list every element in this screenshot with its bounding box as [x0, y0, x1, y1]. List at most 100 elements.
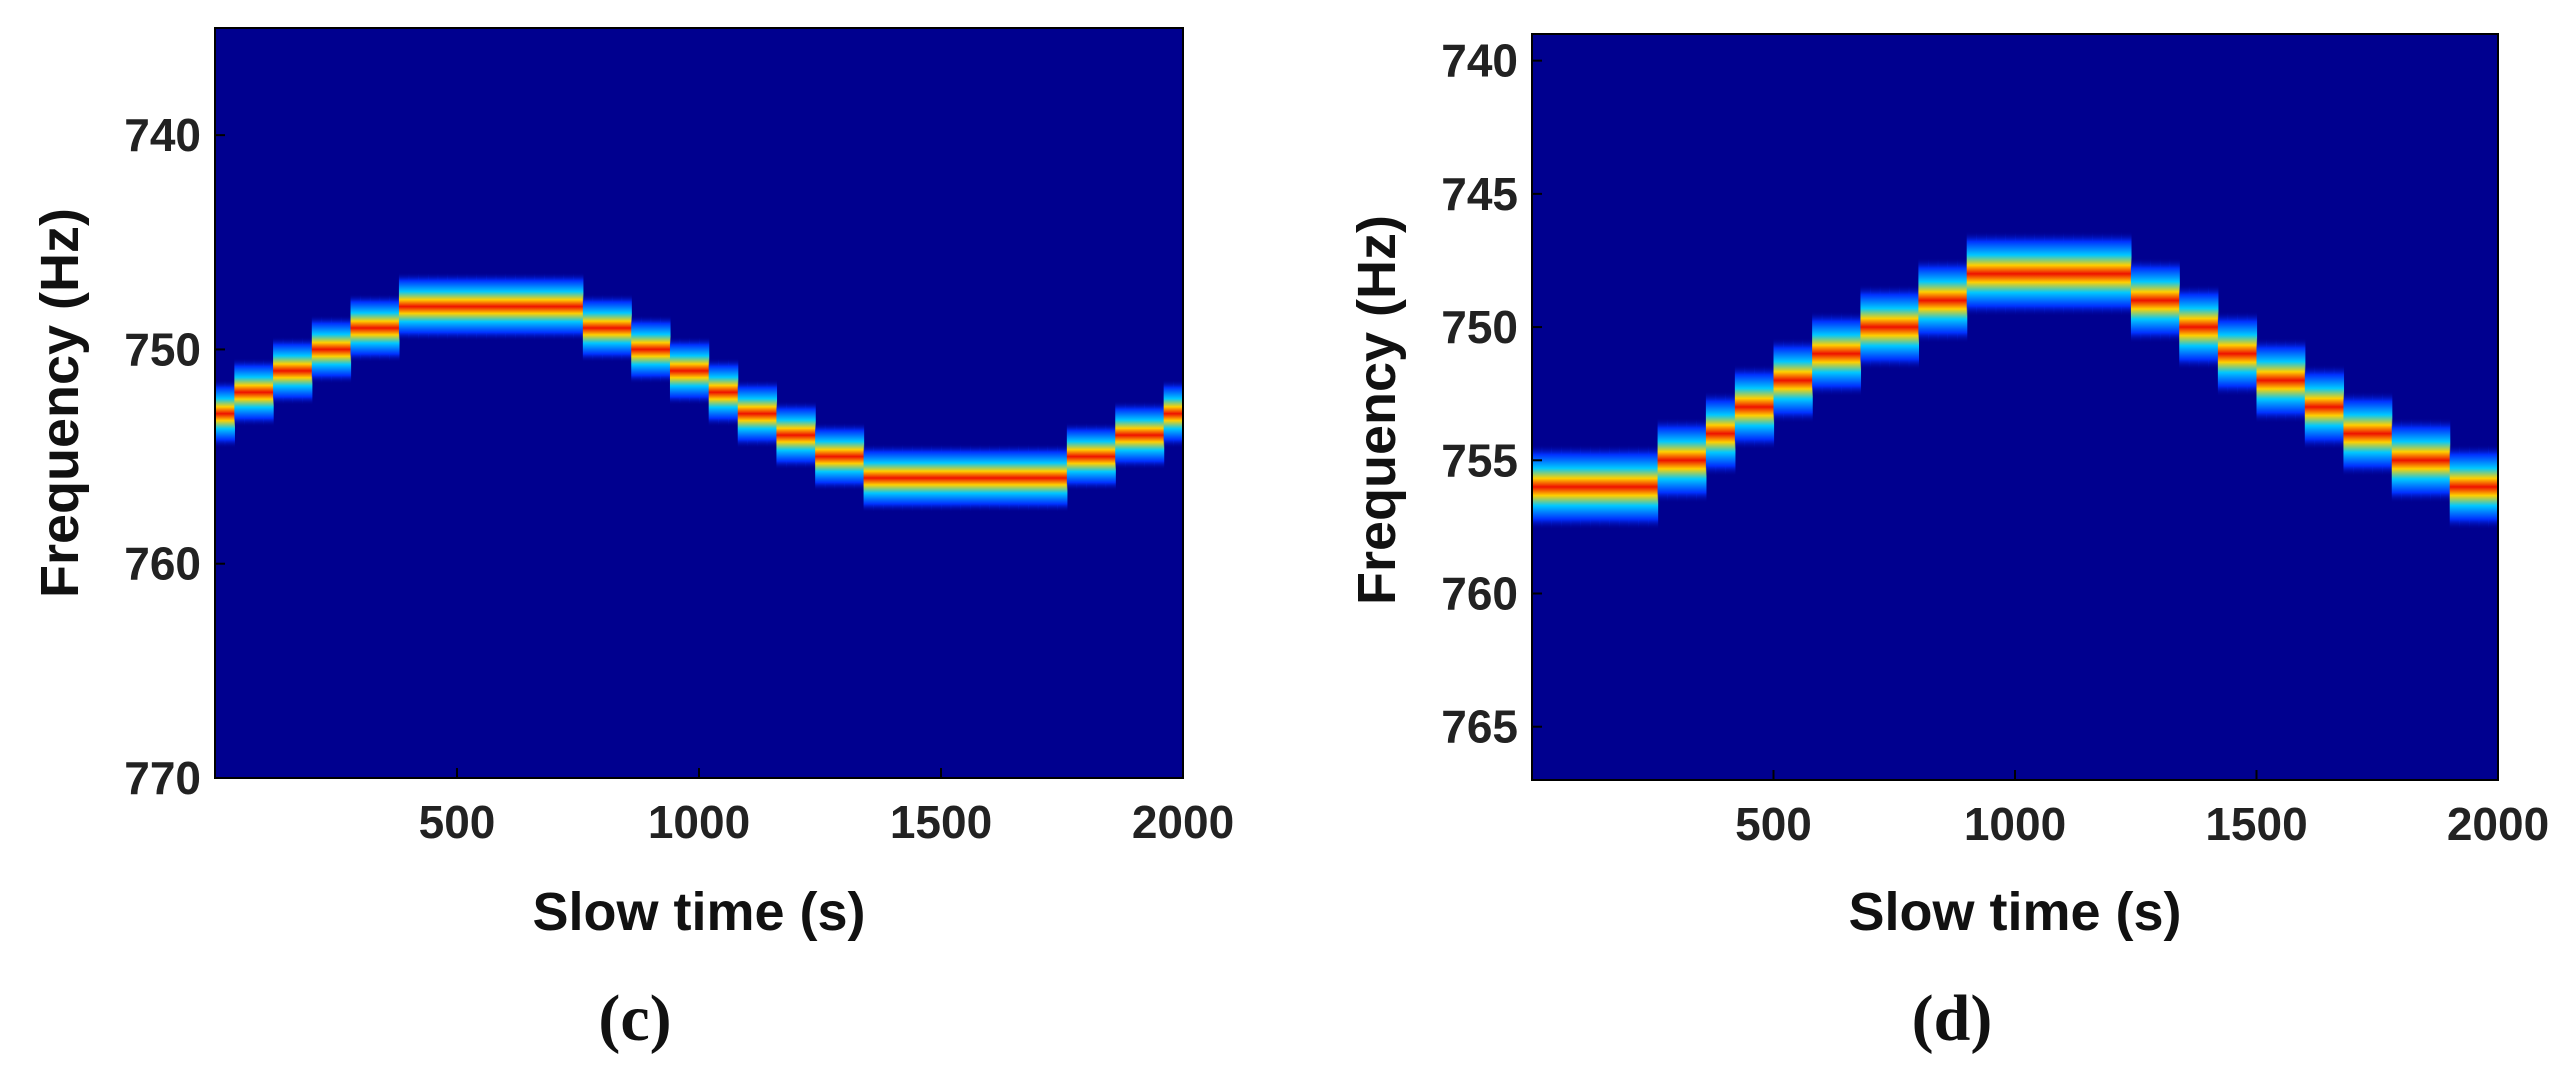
- panel-c-ridge-segment: [882, 443, 894, 513]
- panel-c-ridge-segment: [1066, 422, 1078, 491]
- panel-d-ridge-segment: [1734, 364, 1746, 450]
- panel-c-caption: (c): [598, 982, 671, 1055]
- panel-d-ridge-segment: [2275, 337, 2287, 423]
- panel-c-ridge-segment: [582, 293, 594, 363]
- panel-c-ridge-segment: [892, 443, 903, 513]
- panel-d-ridge-segment: [2121, 231, 2132, 317]
- panel-c-ridge-segment: [1134, 400, 1145, 470]
- panel-d-ridge-segment: [1986, 231, 1997, 317]
- panel-d-ridge-segment: [1589, 444, 1601, 530]
- panel-d-ytick-label: 755: [1441, 434, 1518, 486]
- panel-c-ridge-segment: [679, 336, 690, 406]
- panel-c-ridge-segment: [321, 315, 332, 384]
- panel-c-ytick-label: 740: [124, 109, 201, 161]
- panel-c-ridge-segment: [457, 272, 468, 341]
- panel-c-ridge-segment: [834, 422, 845, 491]
- panel-c-ridge-segment: [650, 315, 661, 384]
- panel-d-ridge-segment: [2488, 444, 2498, 530]
- panel-d-ridge-segment: [1657, 417, 1668, 503]
- panel-c-xtick-label: 1000: [648, 796, 750, 848]
- panel-c-ylabel: Frequency (Hz): [30, 208, 90, 598]
- panel-c-ridge-segment: [824, 422, 836, 491]
- panel-c-ridge-segment: [873, 443, 884, 513]
- panel-d-ridge-segment: [2266, 337, 2277, 423]
- panel-d-ridge-segment: [1860, 284, 1871, 370]
- panel-c-y-ticks: 740 750 760 770: [124, 109, 225, 804]
- panel-d-ridge-segment: [1609, 444, 1620, 530]
- panel-c-ridge-segment: [544, 272, 555, 341]
- panel-c-ridge-segment: [408, 272, 419, 341]
- panel-d-ridge-segment: [1686, 417, 1697, 503]
- panel-c-ridge-segment: [253, 358, 264, 427]
- panel-d-ytick-label: 765: [1441, 701, 1518, 753]
- panel-d-ridge-segment: [1995, 231, 2006, 317]
- panel-c-ridge-segment: [757, 379, 768, 448]
- panel-c-ridge-segment: [1144, 400, 1155, 470]
- panel-d-ridge-segment: [2304, 364, 2316, 450]
- panel-c-ridge-segment: [524, 272, 536, 341]
- panel-c-ridge-segment: [1124, 400, 1136, 470]
- panel-c-ridge-segment: [1173, 379, 1183, 448]
- panel-c-ridge-segment: [999, 443, 1010, 513]
- panel-d-ridge-segment: [2053, 231, 2064, 317]
- panel-d-ridge-segment: [1802, 337, 1813, 423]
- panel-c-x-ticks: 500 1000 1500 2000: [419, 768, 1234, 848]
- panel-c-ytick-label: 760: [124, 538, 201, 590]
- panel-d-ridge-segment: [2469, 444, 2480, 530]
- panel-c-ridge-segment: [960, 443, 971, 513]
- panel-d-ridge-segment: [2401, 417, 2412, 503]
- panel-c-ridge-segment: [1018, 443, 1029, 513]
- panel-d-ridge-segment: [1976, 231, 1987, 317]
- panel-c-ridge-segment: [244, 358, 255, 427]
- panel-d-ridge-segment: [1821, 311, 1833, 397]
- panel-d-ridge-segment: [2005, 231, 2016, 317]
- panel-c-ridge-segment: [853, 422, 865, 491]
- panel-c-ridge-segment: [621, 293, 632, 363]
- panel-c-ridge-segment: [263, 358, 274, 427]
- panel-d-ridge-segment: [2324, 364, 2335, 450]
- panel-d-ridge-segment: [1928, 257, 1939, 344]
- panel-c-ridge-segment: [1115, 400, 1126, 470]
- panel-d-ridge-segment: [1599, 444, 1610, 530]
- panel-c-ridge-segment: [505, 272, 516, 341]
- panel-d-ridge-segment: [2101, 231, 2113, 317]
- panel-d-ridge-segment: [1763, 364, 1775, 450]
- panel-c-ridge-segment: [486, 272, 497, 341]
- panel-d-ridge-segment: [1532, 444, 1543, 530]
- panel-c-ridge-segment: [1057, 443, 1068, 513]
- panel-c-ridge-segment: [360, 293, 371, 363]
- panel-c-ridge-segment: [1047, 443, 1058, 513]
- panel-c-ridge-segment: [970, 443, 981, 513]
- panel-d-ridge-segment: [2333, 364, 2345, 450]
- panel-d-ridge-segment: [1715, 391, 1726, 477]
- panel-c-ridge-segment: [718, 358, 729, 427]
- panel-c-ridge-segment: [379, 293, 390, 363]
- panel-c-ridge-segment: [863, 443, 874, 513]
- panel-d-x-ticks: 500 1000 1500 2000: [1735, 770, 2549, 850]
- panel-c-ytick-label: 770: [124, 752, 201, 804]
- panel-c-ridge-segment: [331, 315, 342, 384]
- panel-c-ridge-segment: [815, 422, 826, 491]
- panel-d-ridge-segment: [1570, 444, 1581, 530]
- panel-d-ridge-segment: [2411, 417, 2422, 503]
- panel-c-ridge-segment: [534, 272, 545, 341]
- panel-c-ridge-segment: [776, 400, 787, 470]
- panel-d-ridge-segment: [2188, 284, 2200, 370]
- panel-c-ridge-segment: [1086, 422, 1097, 491]
- panel-d-ridge-segment: [1667, 417, 1678, 503]
- panel-c-ridge-segment: [1095, 422, 1107, 491]
- panel-d-ridge-segment: [1957, 257, 1968, 344]
- panel-d-ridge-segment: [1676, 417, 1688, 503]
- panel-c-ridge-segment: [728, 358, 739, 427]
- panel-c-ridge-segment: [941, 443, 952, 513]
- panel-d-ridge-segment: [1792, 337, 1804, 423]
- panel-d-ridge-segment: [1879, 284, 1891, 370]
- panel-d-ridge-segment: [1918, 257, 1929, 344]
- panel-c-ridge-segment: [786, 400, 797, 470]
- panel-c-ridge-segment: [631, 315, 642, 384]
- panel-d-ridge-segment: [1870, 284, 1881, 370]
- panel-c-ridge-segment: [921, 443, 932, 513]
- panel-d-ridge-segment: [1638, 444, 1649, 530]
- panel-d-ridge-segment: [2217, 311, 2229, 397]
